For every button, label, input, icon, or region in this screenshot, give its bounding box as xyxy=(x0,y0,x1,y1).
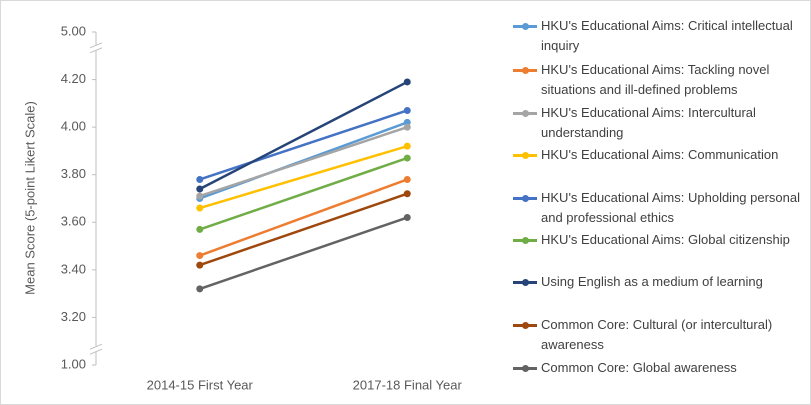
point xyxy=(196,252,204,260)
point xyxy=(403,106,411,114)
y-tick-label: 4.20 xyxy=(61,71,86,86)
y-axis-title: Mean Score (5-point Likert Scale) xyxy=(22,101,37,295)
point xyxy=(403,175,411,183)
legend-marker xyxy=(513,23,537,30)
series-line xyxy=(199,192,408,267)
legend-marker xyxy=(513,365,537,372)
legend-label: HKU's Educational Aims: Upholding person… xyxy=(541,190,801,225)
point xyxy=(196,175,204,183)
legend-label: HKU's Educational Aims: Critical intelle… xyxy=(541,18,793,53)
y-tick-label: 3.80 xyxy=(61,166,86,181)
legend-entry: HKU's Educational Aims: Critical intelle… xyxy=(513,16,803,56)
series-line xyxy=(199,178,408,257)
axis-break xyxy=(89,348,103,355)
x-tick-label: 2017-18 Final Year xyxy=(353,377,463,392)
point xyxy=(403,78,411,86)
point xyxy=(403,214,411,222)
x-tick-label: 2014-15 First Year xyxy=(147,377,254,392)
point xyxy=(196,185,204,193)
legend-entry: HKU's Educational Aims: Tackling novel s… xyxy=(513,60,803,100)
y-tick-label: 3.40 xyxy=(61,261,86,276)
point xyxy=(403,190,411,198)
legend-marker xyxy=(513,152,537,159)
y-tick-label: 3.60 xyxy=(61,214,86,229)
y-tick-label: 5.00 xyxy=(61,23,86,38)
point xyxy=(403,154,411,162)
point xyxy=(403,142,411,150)
legend-entry: Common Core: Cultural (or intercultural)… xyxy=(513,315,803,355)
series-line xyxy=(199,156,408,231)
axis-break-gap xyxy=(90,346,102,353)
legend-entry: HKU's Educational Aims: Global citizensh… xyxy=(513,230,803,250)
series-line xyxy=(199,125,408,198)
legend-label: Common Core: Global awareness xyxy=(541,360,737,375)
legend-entry: Common Core: Global awareness xyxy=(513,358,803,378)
series-line xyxy=(199,144,408,210)
axis-break xyxy=(89,47,103,54)
legend-marker xyxy=(513,279,537,286)
legend-label: Common Core: Cultural (or intercultural)… xyxy=(541,317,773,352)
legend-label: HKU's Educational Aims: Communication xyxy=(541,147,779,162)
legend-label: HKU's Educational Aims: Intercultural un… xyxy=(541,105,756,140)
legend-entry: HKU's Educational Aims: Intercultural un… xyxy=(513,103,803,143)
point xyxy=(196,204,204,212)
point xyxy=(196,285,204,293)
series-line xyxy=(199,216,408,291)
point xyxy=(196,261,204,269)
legend-marker xyxy=(513,237,537,244)
axis-break xyxy=(89,343,103,350)
axis-break xyxy=(89,42,103,49)
point xyxy=(196,225,204,233)
legend-marker xyxy=(513,67,537,74)
axis-break-gap xyxy=(90,44,102,51)
legend-marker xyxy=(513,322,537,329)
legend-entry: Using English as a medium of learning xyxy=(513,272,803,292)
legend-marker xyxy=(513,195,537,202)
legend-label: Using English as a medium of learning xyxy=(541,274,763,289)
legend-entry: HKU's Educational Aims: Communication xyxy=(513,145,803,165)
legend-entry: HKU's Educational Aims: Upholding person… xyxy=(513,188,803,228)
point xyxy=(196,192,204,200)
point xyxy=(403,123,411,131)
y-tick-label: 4.00 xyxy=(61,119,86,134)
legend-label: HKU's Educational Aims: Global citizensh… xyxy=(541,232,790,247)
y-tick-label: 1.00 xyxy=(61,356,86,371)
series-line xyxy=(199,109,408,181)
legend-label: HKU's Educational Aims: Tackling novel s… xyxy=(541,62,770,97)
series-line xyxy=(199,80,408,191)
y-tick-label: 3.20 xyxy=(61,309,86,324)
legend-marker xyxy=(513,110,537,117)
